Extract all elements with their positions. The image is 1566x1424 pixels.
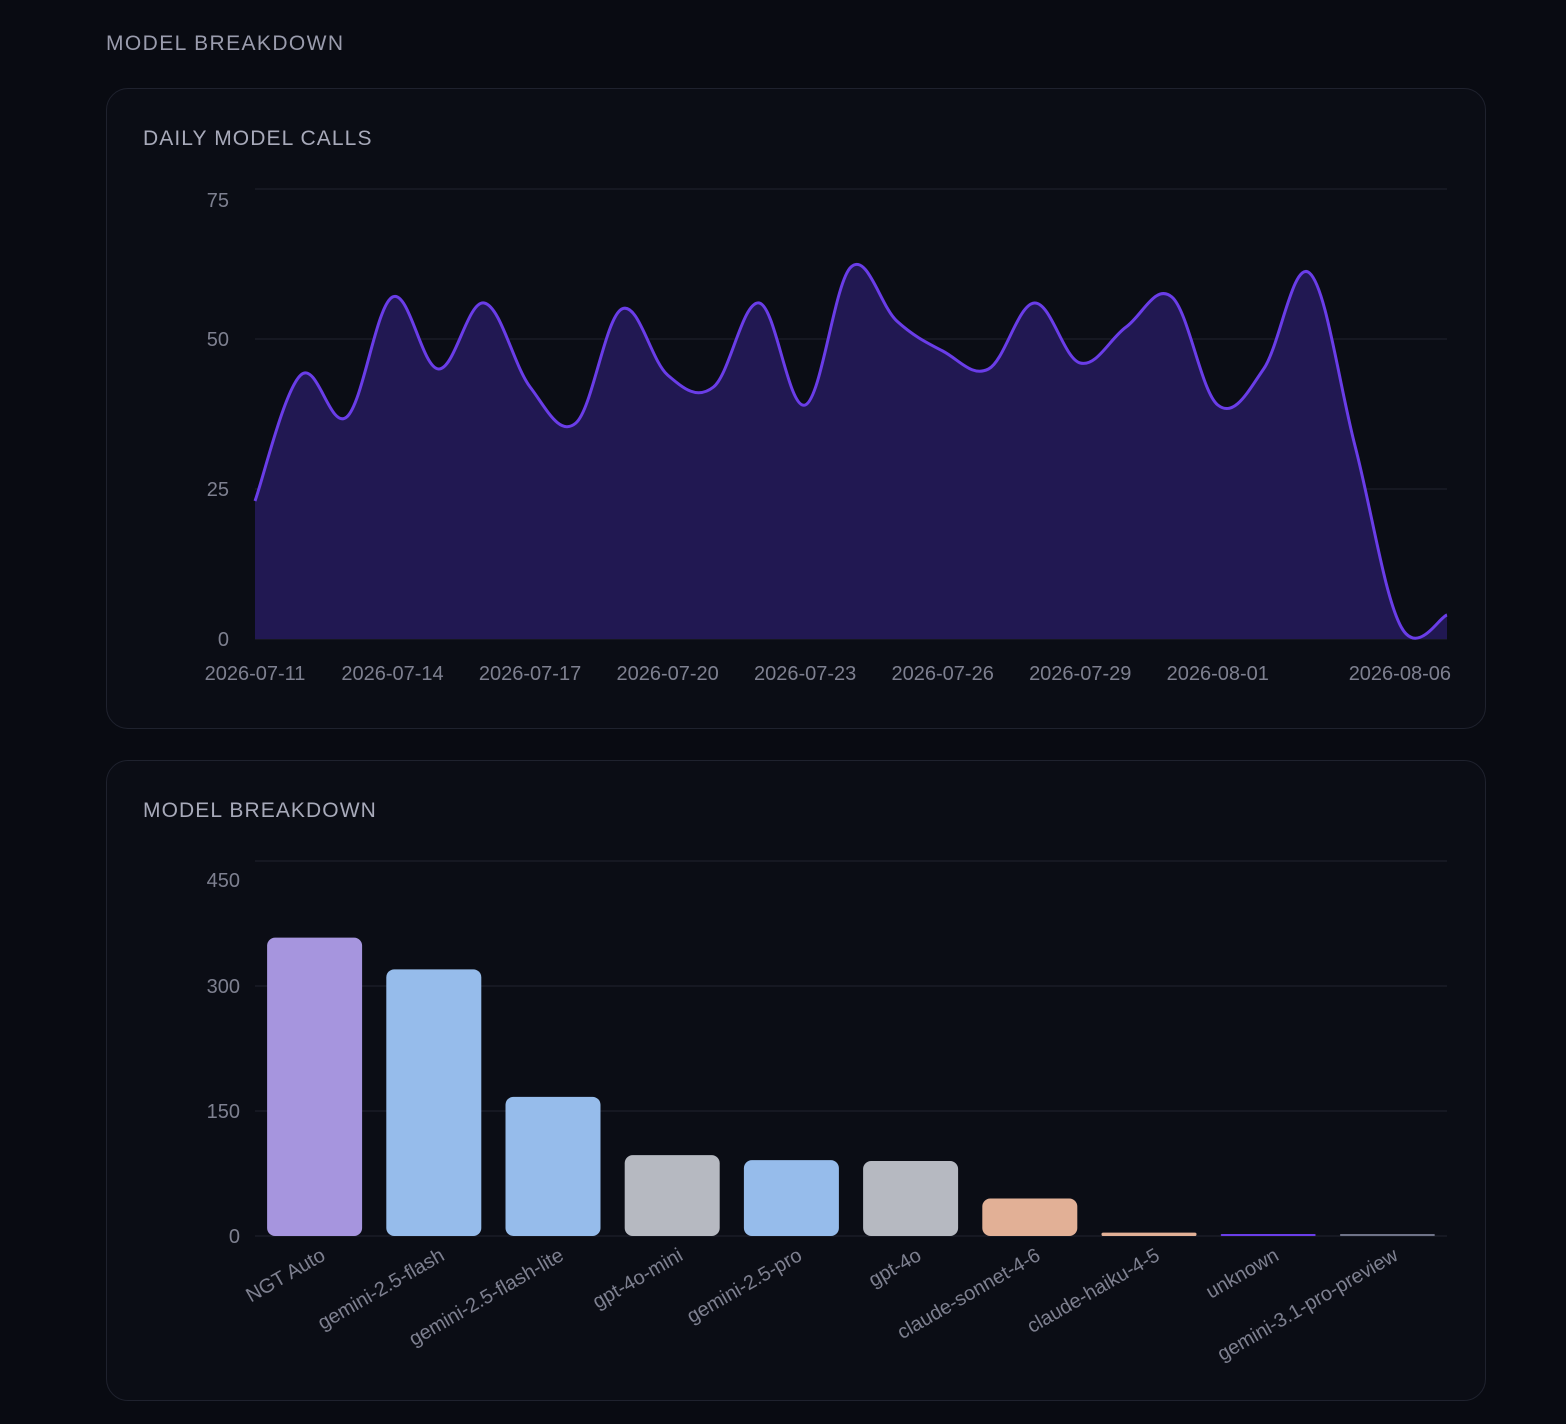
bar [982, 1198, 1078, 1236]
bar [386, 969, 482, 1236]
bar [624, 1155, 720, 1236]
x-tick-label: 2026-07-14 [341, 663, 443, 685]
y-tick-label: 0 [218, 629, 229, 651]
y-tick-label: 50 [207, 329, 229, 351]
x-tick-label: 2026-07-26 [892, 663, 994, 685]
daily-chart-title: DAILY MODEL CALLS [143, 127, 373, 150]
series-line [253, 263, 1448, 640]
bar [267, 937, 363, 1236]
bar [505, 1096, 601, 1236]
bar [1339, 1234, 1435, 1236]
model-breakdown-bar-chart: 0 150 300 450 NGT Autogemini-2.5-flashgemini… [207, 860, 1447, 1366]
x-tick-label: 2026-08-06 [1349, 663, 1451, 685]
section-title: MODEL BREAKDOWN [106, 32, 345, 55]
x-tick-label: NGT Auto [242, 1244, 329, 1307]
model-breakdown-card: MODEL BREAKDOWN 0 150 300 450 NGT Auto gemini… [106, 760, 1486, 1401]
x-tick-label: gpt-4o-mini [589, 1244, 687, 1313]
bar [743, 1160, 839, 1236]
x-tick-label: gemini-2.5-pro [683, 1244, 806, 1328]
x-tick-label: unknown [1202, 1244, 1282, 1303]
x-tick-label: 2026-07-17 [479, 663, 581, 685]
series-area [255, 264, 1447, 639]
x-tick-label: 2026-08-01 [1167, 663, 1269, 685]
bar [863, 1161, 959, 1236]
y-tick-label: 150 [207, 1101, 240, 1123]
y-tick-label: 300 [207, 976, 240, 998]
y-tick-label: 25 [207, 479, 229, 501]
x-tick-label: claude-haiku-4-5 [1023, 1244, 1163, 1338]
x-tick-label: 2026-07-11 [205, 663, 306, 685]
y-tick-label: 450 [207, 870, 240, 892]
daily-calls-area-chart: 0 25 50 75 2026-07-11 2026-07-14 2026-07-17 202… [205, 188, 1451, 685]
daily-model-calls-card: DAILY MODEL CALLS 0 25 50 75 2026-07-11 2026-… [106, 88, 1486, 729]
y-tick-label: 75 [207, 190, 229, 212]
bar [1220, 1234, 1316, 1236]
breakdown-chart-title: MODEL BREAKDOWN [143, 799, 377, 822]
x-tick-label: 2026-07-20 [616, 663, 718, 685]
x-tick-label: gpt-4o [865, 1244, 925, 1291]
bar [1101, 1232, 1197, 1236]
x-tick-label: 2026-07-29 [1029, 663, 1131, 685]
x-tick-label: 2026-07-23 [754, 663, 856, 685]
x-tick-labels: NGT Autogemini-2.5-flashgemini-2.5-flash… [242, 1244, 1402, 1366]
y-tick-label: 0 [229, 1226, 240, 1248]
